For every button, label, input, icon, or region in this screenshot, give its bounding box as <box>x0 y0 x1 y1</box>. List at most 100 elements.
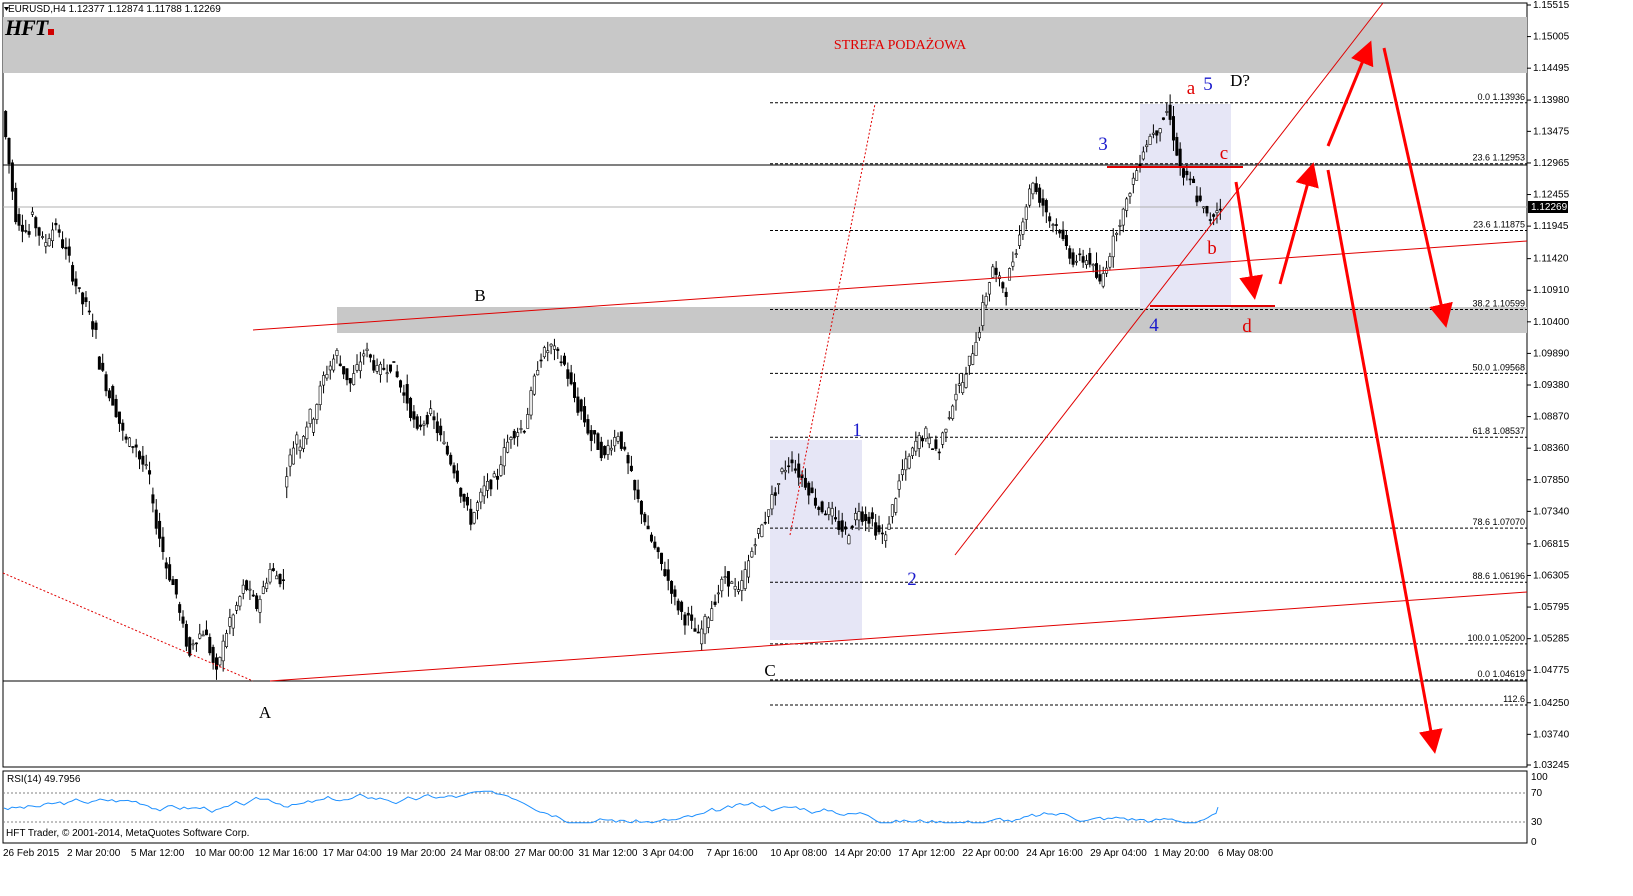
candle-body <box>606 445 610 455</box>
candle-body <box>673 589 677 597</box>
candle-body <box>1028 188 1032 206</box>
candle-body <box>372 360 376 371</box>
candle-body <box>368 354 372 358</box>
candle-body <box>218 657 222 666</box>
candle-body <box>17 214 21 226</box>
candle-body <box>1192 178 1196 184</box>
candle-body <box>884 534 888 541</box>
candle-body <box>579 399 583 412</box>
candle-body <box>1048 216 1052 222</box>
candle-body <box>265 582 269 589</box>
candle-body <box>787 465 791 468</box>
candle-body <box>1118 225 1122 227</box>
candle-body <box>700 628 704 645</box>
candle-body <box>937 451 941 454</box>
candle-body <box>803 477 807 488</box>
candle-body <box>1038 187 1042 203</box>
candle-body <box>402 392 406 396</box>
candle-body <box>1202 206 1206 209</box>
candle-body <box>164 562 168 569</box>
candle-body <box>117 411 121 424</box>
candle-body <box>931 448 935 451</box>
candle-body <box>723 576 727 578</box>
candle-body <box>710 608 714 621</box>
candle-body <box>770 494 774 510</box>
candle-body <box>251 594 255 597</box>
candle-body <box>1014 253 1018 255</box>
price-tick-label: 1.15515 <box>1533 0 1570 11</box>
candle-body <box>596 433 600 450</box>
candle-body <box>27 231 31 235</box>
candle-body <box>1008 268 1012 281</box>
price-tick-label: 1.13980 <box>1533 95 1570 106</box>
candle-body <box>536 370 540 376</box>
price-tick-label: 1.09380 <box>1533 380 1570 391</box>
price-tick-label: 1.13475 <box>1533 126 1570 137</box>
price-tick-label: 1.12965 <box>1533 158 1570 169</box>
candle-body <box>693 628 697 632</box>
candle-body <box>1125 198 1129 211</box>
candle-body <box>532 375 536 395</box>
candle-body <box>840 520 844 532</box>
candle-body <box>87 310 91 313</box>
candle-body <box>104 374 108 392</box>
time-tick-label: 6 May 08:00 <box>1218 848 1273 859</box>
candle-body <box>225 633 229 647</box>
rsi-line <box>3 790 1219 824</box>
arrow-up-1 <box>1278 162 1319 285</box>
candle-body <box>686 612 690 616</box>
candle-body <box>616 436 620 442</box>
arrow-up-2 <box>1326 40 1374 147</box>
candle-body <box>954 393 958 401</box>
price-tick-label: 1.10910 <box>1533 285 1570 296</box>
candle-body <box>1165 111 1169 113</box>
candle-body <box>797 463 801 478</box>
candle-body <box>569 372 573 385</box>
candle-body <box>656 547 660 553</box>
candle-body <box>71 265 75 282</box>
candle-body <box>228 617 232 627</box>
candle-body <box>1054 224 1058 226</box>
candle-body <box>636 489 640 499</box>
candle-body <box>767 509 771 517</box>
candle-body <box>111 386 115 406</box>
candle-body <box>1095 263 1099 278</box>
candle-body <box>556 348 560 351</box>
candle-body <box>639 500 643 515</box>
candle-body <box>298 446 302 452</box>
price-tick-label: 1.03740 <box>1533 729 1570 740</box>
candle-body <box>733 586 737 590</box>
candle-body <box>37 227 41 236</box>
candle-body <box>706 617 710 628</box>
time-tick-label: 31 Mar 12:00 <box>579 848 638 859</box>
candle-body <box>482 485 486 497</box>
candle-body <box>121 422 125 431</box>
candle-body <box>345 368 349 381</box>
copyright-footer: HFT Trader, © 2001-2014, MetaQuotes Soft… <box>6 828 250 839</box>
candlesticks <box>4 94 1222 680</box>
candle-body <box>643 513 647 523</box>
price-tick-label: 1.11420 <box>1533 254 1569 265</box>
candle-body <box>663 569 667 576</box>
fib-label: 23.6 1.12953 <box>1472 153 1525 163</box>
candle-body <box>1088 253 1092 265</box>
time-tick-label: 24 Apr 16:00 <box>1026 848 1083 859</box>
candle-body <box>101 362 105 371</box>
candle-body <box>1098 274 1102 282</box>
candle-body <box>44 242 48 247</box>
candle-body <box>720 578 724 592</box>
wave-box-5 <box>1140 104 1231 308</box>
candle-body <box>676 600 680 611</box>
candle-body <box>874 522 878 536</box>
candle-body <box>736 589 740 592</box>
candle-body <box>1011 261 1015 267</box>
candle-body <box>255 595 259 609</box>
candle-body <box>599 441 603 459</box>
candle-body <box>459 487 463 497</box>
symbol-dropdown-icon[interactable] <box>4 7 9 11</box>
trendline-upper-channel <box>252 240 1528 331</box>
candle-body <box>191 643 195 646</box>
candle-body <box>486 481 490 491</box>
candle-body <box>131 446 135 448</box>
